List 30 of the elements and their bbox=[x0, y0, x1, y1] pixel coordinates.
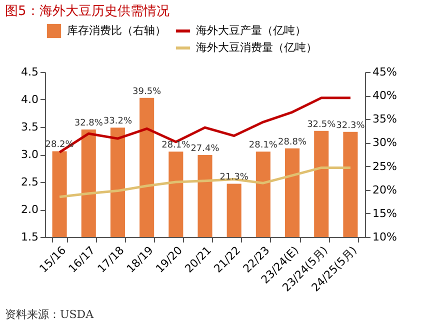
data-label: 28.1% bbox=[248, 140, 278, 151]
y-tick-label: 3.5 bbox=[21, 120, 38, 134]
data-label: 32.8% bbox=[74, 118, 104, 129]
y-tick-label: 1.5 bbox=[21, 230, 38, 244]
y2-tick-label: 15% bbox=[372, 206, 397, 220]
line-series bbox=[58, 166, 352, 198]
y-tick-label: 4.0 bbox=[21, 93, 38, 106]
y2-tick-label: 25% bbox=[372, 160, 397, 173]
y-tick-label: 3.0 bbox=[21, 148, 38, 161]
data-label: 28.8% bbox=[278, 137, 308, 148]
y2-tick-label: 45% bbox=[372, 66, 397, 78]
y-tick-label: 2.5 bbox=[21, 176, 38, 188]
chart-title: 图5：海外大豆历史供需情况 bbox=[5, 4, 170, 19]
data-label: 33.2% bbox=[103, 116, 132, 127]
y2-tick-label: 20% bbox=[372, 183, 397, 196]
data-label: 39.5% bbox=[132, 86, 162, 97]
data-label: 27.4% bbox=[190, 144, 220, 154]
legend-label: 海外大豆产量（亿吨） bbox=[196, 24, 306, 37]
y-tick-label: 2.0 bbox=[21, 203, 38, 216]
legend-label: 库存消费比（右轴） bbox=[67, 24, 166, 37]
y-tick-label: 4.5 bbox=[21, 66, 38, 78]
y2-tick-label: 30% bbox=[372, 136, 397, 150]
text: 资料来源：USDA bbox=[5, 308, 95, 321]
y2-tick-label: 35% bbox=[372, 112, 397, 126]
data-label: 32.5% bbox=[307, 120, 336, 130]
data-label: 32.3% bbox=[336, 120, 366, 131]
legend-label: 海外大豆消费量（亿吨） bbox=[196, 41, 317, 54]
y2-tick-label: 10% bbox=[372, 230, 397, 244]
y2-tick-label: 40% bbox=[372, 89, 397, 102]
data-label: 28.1% bbox=[162, 140, 191, 151]
